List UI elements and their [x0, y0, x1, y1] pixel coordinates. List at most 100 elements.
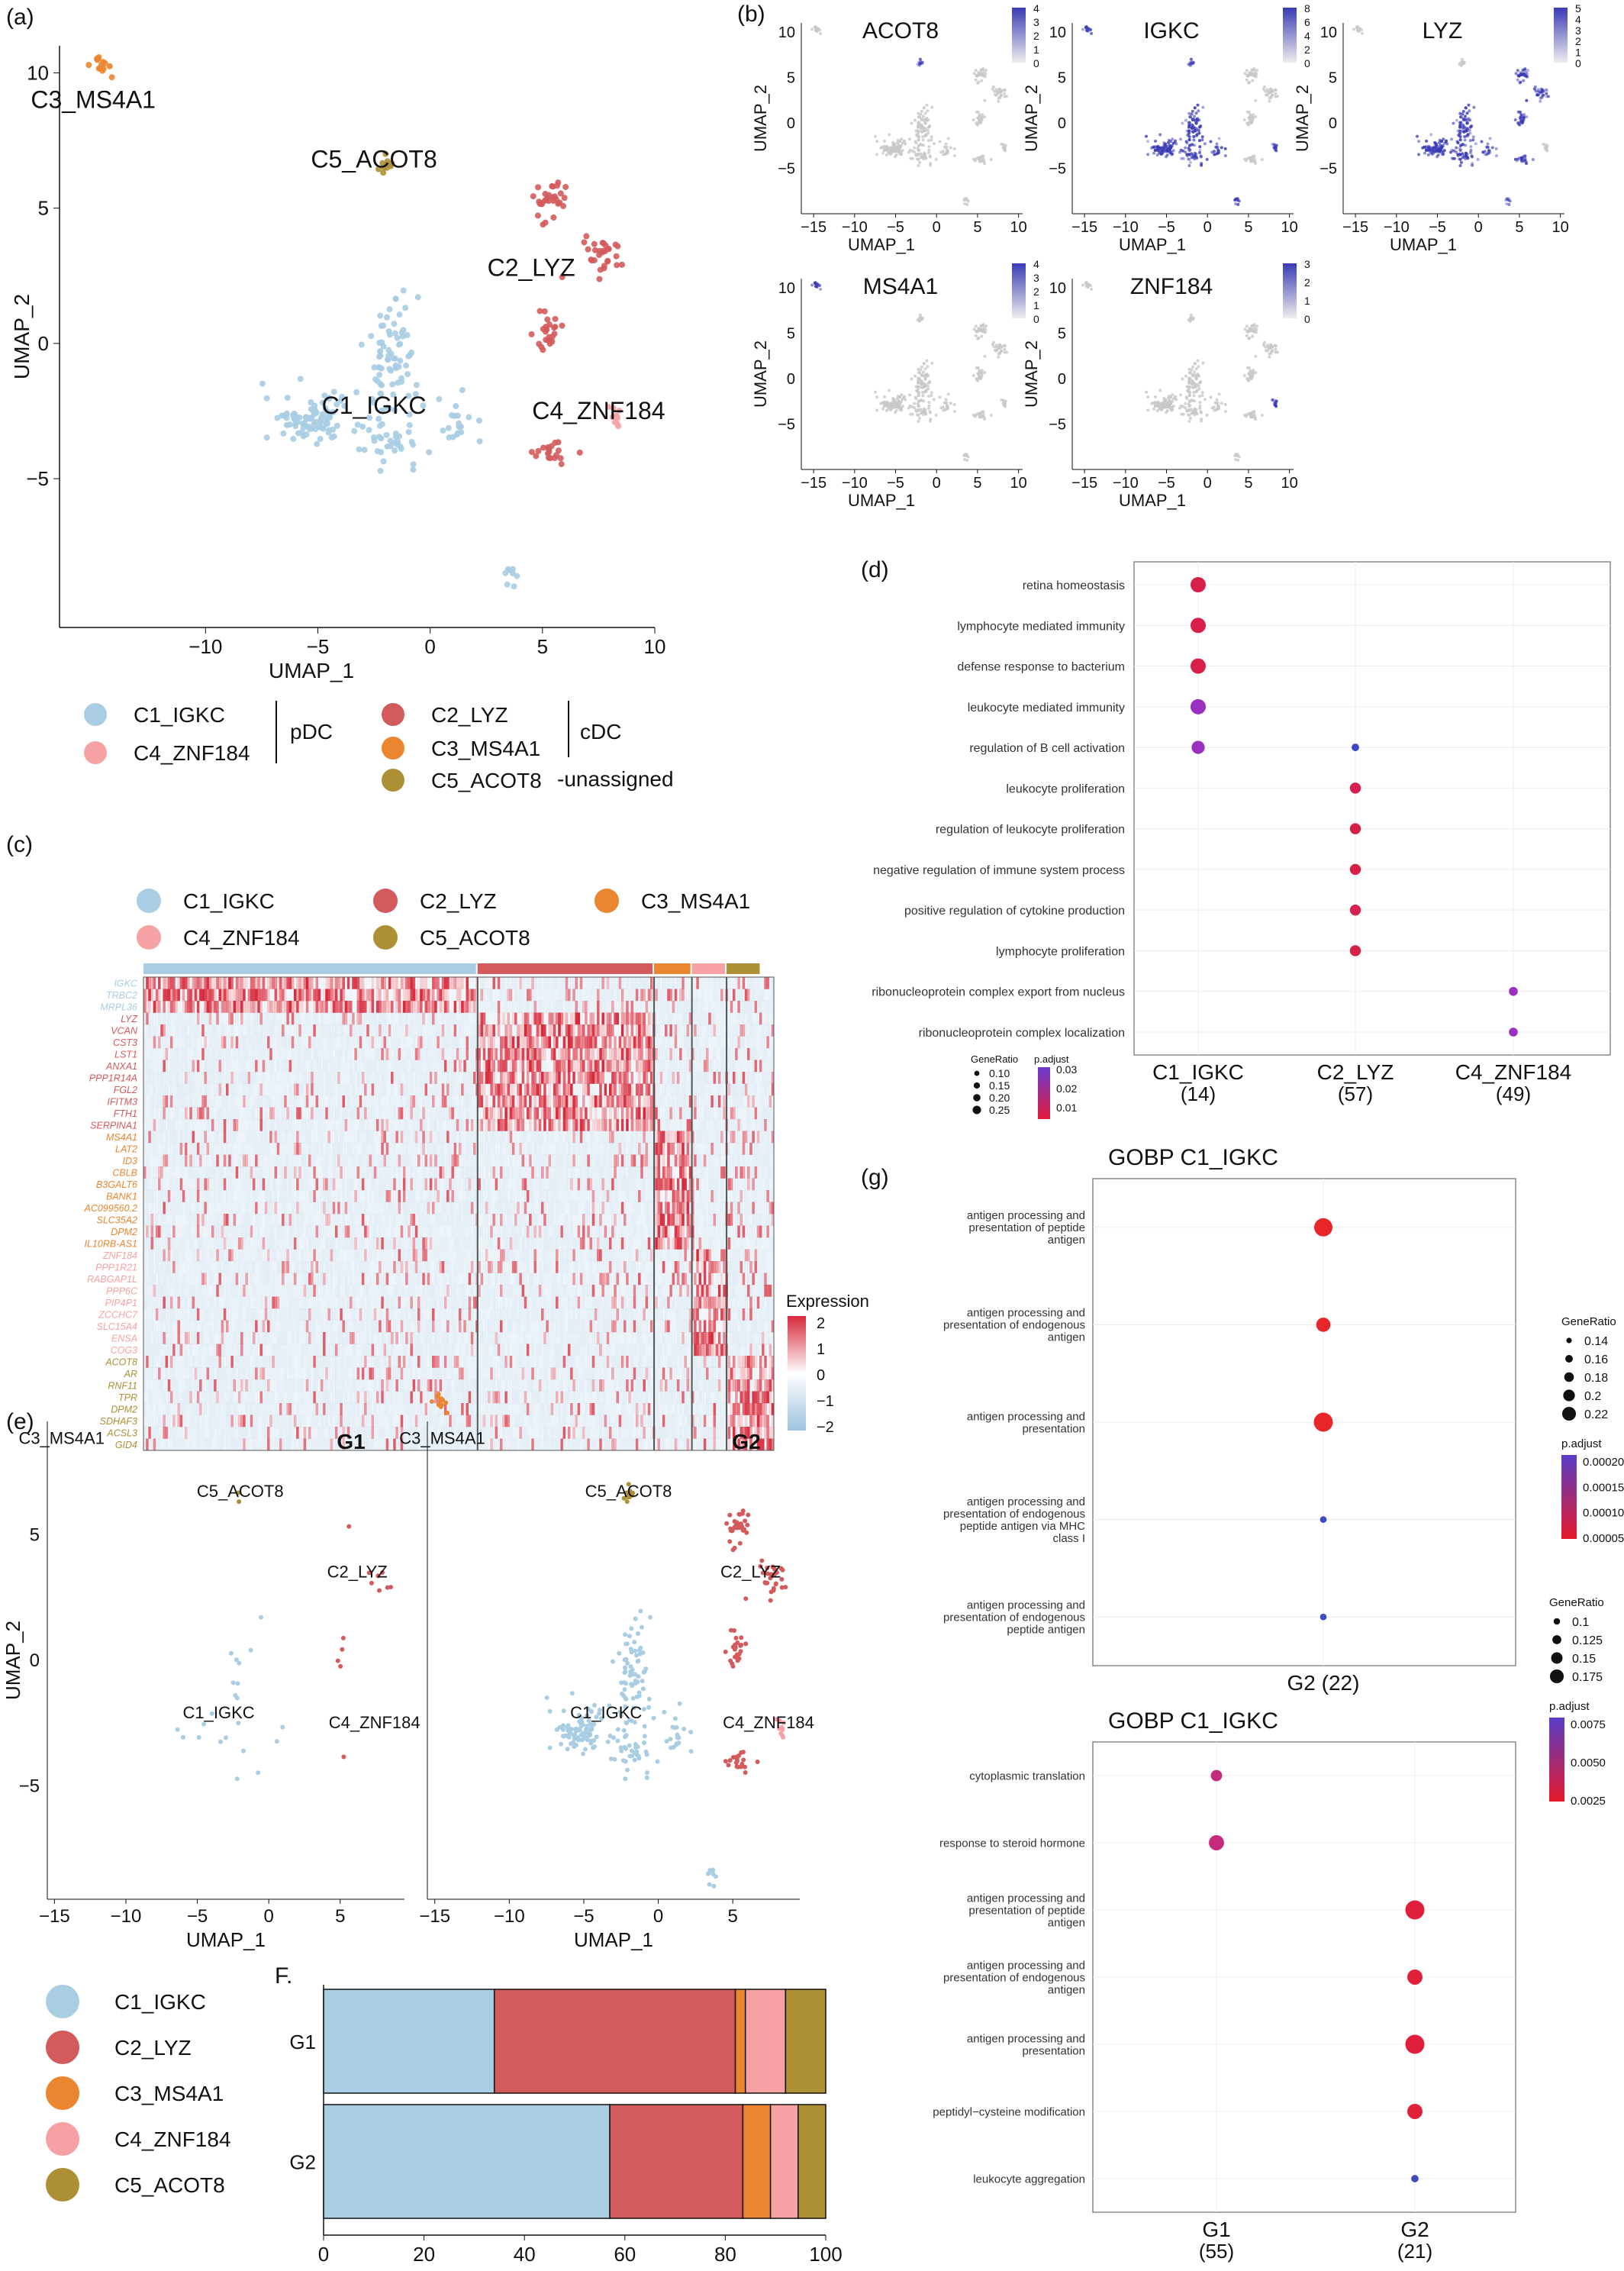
c-heatmap-cell [243, 989, 246, 1002]
b-cell-point [946, 137, 950, 140]
b-cell-point [888, 389, 891, 392]
c-heatmap-cell [638, 1072, 641, 1084]
b-cell-point [1180, 412, 1184, 416]
c-heatmap-cell [172, 1024, 176, 1037]
c-heatmap-cell [614, 977, 617, 989]
b-cell-point [1514, 72, 1518, 76]
b-x-tick-label: −5 [887, 475, 904, 492]
b-cell-point [997, 352, 1000, 356]
c-heatmap-cell [414, 1083, 418, 1096]
b-colorbar-tick: 1 [1033, 299, 1039, 311]
c-heatmap-cell [764, 1036, 767, 1049]
c-heatmap-cell [500, 1048, 503, 1060]
b-cell-point [1516, 110, 1520, 114]
c-heatmap-cell [749, 1001, 752, 1013]
a-cell-point [543, 337, 549, 344]
c-heatmap-cell [291, 1001, 295, 1013]
c-heatmap-cell [507, 1024, 511, 1037]
a-legend-key-C3_MS4A1 [382, 737, 404, 760]
c-heatmap-cell [427, 1072, 430, 1084]
b-cell-point [1001, 146, 1005, 150]
c-heatmap-cell [228, 1048, 231, 1060]
c-heatmap-cell [747, 1024, 750, 1037]
c-heatmap-cell [148, 989, 151, 1002]
c-heatmap-cell [172, 977, 176, 989]
c-heatmap-cell [587, 1048, 590, 1060]
c-heatmap-cell [221, 1001, 224, 1013]
a-cell-point [559, 274, 566, 281]
c-heatmap-cell [620, 1060, 624, 1073]
c-heatmap-cell [655, 1024, 658, 1037]
c-heatmap-cell [434, 977, 437, 989]
b-cell-point [1166, 141, 1170, 145]
c-heatmap-cell [550, 1036, 554, 1049]
c-heatmap-cell [543, 1072, 546, 1084]
c-heatmap-cell [155, 977, 159, 989]
b-cell-point [1485, 145, 1489, 149]
c-heatmap-cell [684, 1060, 687, 1073]
a-cell-point [559, 322, 566, 329]
b-cell-point [1484, 150, 1487, 153]
b-cell-point [1268, 90, 1272, 94]
c-heatmap-cell [533, 1024, 536, 1037]
b-cell-point [1465, 111, 1469, 115]
b-cell-point [1197, 128, 1200, 132]
c-heatmap-cell [247, 1012, 251, 1025]
c-heatmap-cell [519, 977, 522, 989]
c-heatmap-cell [589, 1012, 593, 1025]
c-heatmap-cell [199, 989, 202, 1002]
c-heatmap-cell [432, 1036, 435, 1049]
b-cell-point [1442, 149, 1446, 153]
b-cell-point [1245, 110, 1249, 114]
c-heatmap-cell [514, 977, 517, 989]
c-heatmap-cell [185, 977, 188, 989]
b-cell-point [1474, 142, 1477, 146]
c-heatmap-cell [762, 1012, 765, 1025]
b-cell-point [1260, 413, 1264, 417]
c-heatmap-cell [179, 1060, 183, 1073]
c-heatmap-cell [466, 1001, 469, 1013]
a-cell-point [85, 62, 92, 69]
c-heatmap-cell [643, 977, 646, 989]
b-cell-point [1004, 149, 1007, 153]
c-heatmap-cell [643, 1036, 646, 1049]
b-cell-point [881, 401, 884, 405]
c-heatmap-cell [327, 1036, 330, 1049]
b-cell-point [917, 416, 921, 420]
c-heatmap-cell [744, 1024, 748, 1037]
a-cell-point [446, 434, 453, 441]
c-heatmap-cell [626, 1036, 629, 1049]
c-heatmap-cell [305, 1001, 309, 1013]
c-heatmap-cell [701, 1036, 704, 1049]
c-heatmap-cell [356, 1012, 360, 1025]
c-heatmap-cell [470, 1072, 474, 1084]
b-cell-point [917, 316, 921, 320]
c-heatmap-cell [565, 1024, 569, 1037]
c-heatmap-cell [703, 1036, 707, 1049]
c-heatmap-cell [199, 1072, 202, 1084]
b-colorbar-tick: 4 [1575, 13, 1581, 25]
a-cell-point [410, 466, 417, 473]
c-heatmap-cell [417, 1060, 420, 1073]
b-cell-point [928, 411, 932, 415]
c-heatmap-cell [146, 1001, 149, 1013]
c-heatmap-cell [422, 977, 425, 989]
c-heatmap-cell [587, 1060, 590, 1073]
c-heatmap-cell [611, 1012, 614, 1025]
a-cell-point [392, 362, 399, 369]
c-heatmap-cell [279, 1001, 282, 1013]
a-y-tick-label: 5 [38, 197, 49, 220]
c-heatmap-cell [446, 1012, 450, 1025]
c-heatmap-cell [485, 1001, 488, 1013]
c-heatmap-cell [762, 1036, 765, 1049]
c-heatmap-cell [286, 977, 289, 989]
c-heatmap-cell [529, 1048, 532, 1060]
b-cell-point [927, 381, 931, 385]
c-heatmap-cell [226, 989, 229, 1002]
a-legend-label-C2_LYZ: C2_LYZ [431, 703, 508, 727]
c-heatmap-cell [429, 1001, 433, 1013]
a-cell-point [398, 378, 405, 385]
b-cell-point [913, 406, 917, 410]
c-heatmap-cell [696, 989, 699, 1002]
c-heatmap-cell [398, 1072, 401, 1084]
